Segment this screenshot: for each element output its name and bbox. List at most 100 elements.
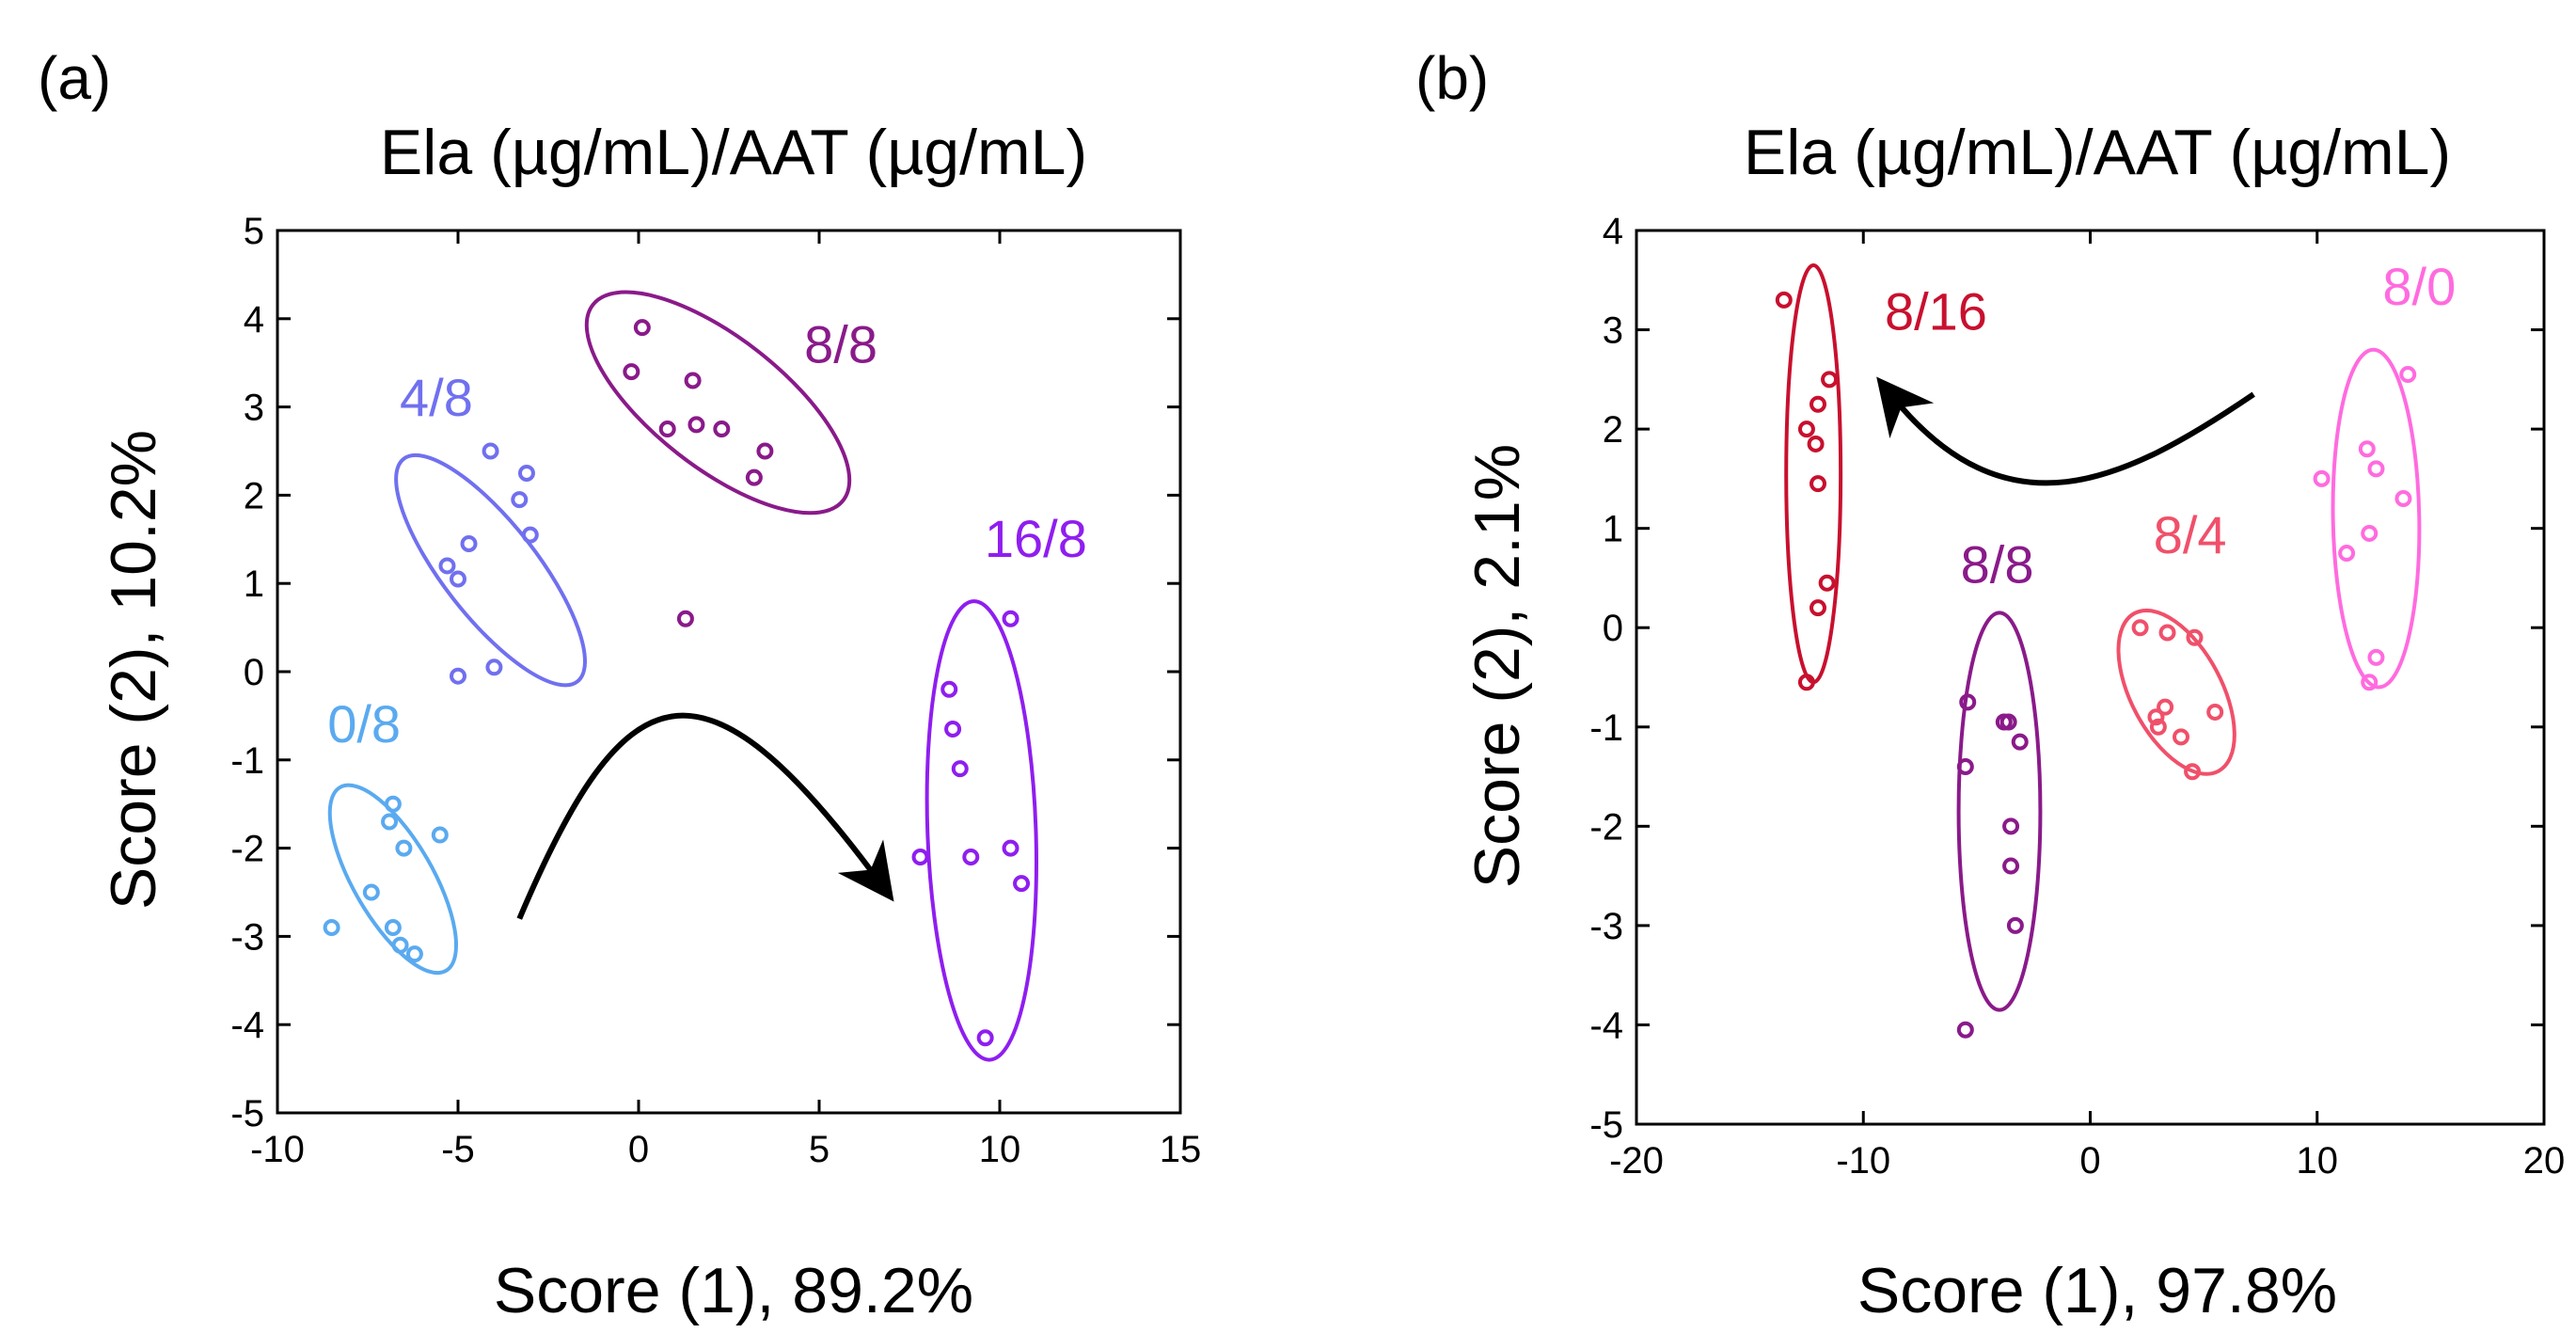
data-point-8-4 <box>2184 763 2202 781</box>
data-point-8-8 <box>713 421 731 438</box>
data-point-8-0 <box>2367 460 2385 478</box>
panel-b: (b) Ela (µg/mL)/AAT (µg/mL) Score (1), 9… <box>1415 44 2565 1326</box>
data-point-8-16 <box>1818 574 1836 592</box>
cluster-ellipse-8-8 <box>1956 611 2043 1012</box>
cluster-label-4-8: 4/8 <box>400 368 473 427</box>
data-point-0-8 <box>431 826 449 844</box>
x-tick-label: 0 <box>2079 1140 2100 1182</box>
data-point-8-8 <box>658 421 676 438</box>
data-point-4-8 <box>482 442 499 460</box>
chart-title-a: Ela (µg/mL)/AAT (µg/mL) <box>380 117 1087 188</box>
y-tick-label: 1 <box>1603 509 1623 550</box>
y-tick-label: 4 <box>244 299 264 341</box>
data-point-8-16 <box>1797 674 1815 691</box>
data-point-8-0 <box>2367 648 2385 666</box>
x-axis-label-b: Score (1), 97.8% <box>1857 1255 2337 1326</box>
data-point-0-8 <box>391 936 409 954</box>
y-tick-label: -5 <box>230 1093 264 1135</box>
y-tick-label: 5 <box>244 211 264 252</box>
data-point-8-8 <box>633 319 651 337</box>
data-point-16-8 <box>911 848 929 865</box>
data-point-8-8 <box>2011 733 2029 751</box>
data-point-0-8 <box>323 919 340 937</box>
data-point-16-8 <box>944 720 962 738</box>
data-point-16-8 <box>1002 839 1019 857</box>
y-tick-label: -2 <box>230 829 264 870</box>
data-point-8-0 <box>2399 366 2417 384</box>
data-point-8-4 <box>2131 619 2149 637</box>
cluster-label-8-16: 8/16 <box>1885 282 1987 341</box>
data-point-8-0 <box>2361 524 2378 542</box>
panel-label-b: (b) <box>1415 44 1489 112</box>
data-point-8-4 <box>2147 708 2165 726</box>
cluster-label-8-8: 8/8 <box>804 315 877 374</box>
x-tick-label: 15 <box>1160 1129 1202 1170</box>
data-point-8-16 <box>1810 395 1826 413</box>
y-tick-label: -3 <box>1589 906 1623 947</box>
x-tick-label: -10 <box>250 1129 305 1170</box>
data-point-16-8 <box>1002 610 1019 627</box>
cluster-ellipse-8-0 <box>2331 347 2422 690</box>
y-tick-label: -3 <box>230 916 264 958</box>
data-point-8-4 <box>2186 628 2204 646</box>
trend-arrow-b <box>1876 376 2255 486</box>
cluster-ellipse-8-8 <box>584 290 852 516</box>
y-tick-label: 0 <box>1603 608 1623 649</box>
cluster-ellipse-16-8 <box>925 599 1038 1062</box>
data-point-16-8 <box>1013 875 1031 893</box>
plot-frame-a <box>276 229 1182 1115</box>
data-point-8-4 <box>2157 698 2174 716</box>
data-point-8-8 <box>623 363 640 381</box>
data-point-8-16 <box>1810 599 1826 617</box>
y-tick-label: -1 <box>230 740 264 782</box>
x-tick-label: 5 <box>809 1129 830 1170</box>
data-point-0-8 <box>384 795 402 813</box>
cluster-ellipse-4-8 <box>394 452 587 688</box>
data-point-8-8 <box>1999 713 2017 731</box>
data-point-4-8 <box>460 534 478 552</box>
data-point-4-8 <box>517 464 535 482</box>
data-point-8-4 <box>2206 703 2224 721</box>
y-tick-label: 2 <box>1603 409 1623 451</box>
data-point-8-0 <box>2394 490 2412 507</box>
y-tick-label: 0 <box>244 652 264 693</box>
cluster-label-8-4: 8/4 <box>2154 505 2227 564</box>
chart-title-b: Ela (µg/mL)/AAT (µg/mL) <box>1744 117 2451 188</box>
data-point-0-8 <box>384 919 402 937</box>
x-axis-label-a: Score (1), 89.2% <box>494 1255 973 1326</box>
data-point-8-16 <box>1810 475 1826 493</box>
y-tick-label: 4 <box>1603 211 1623 252</box>
data-point-4-8 <box>485 659 503 676</box>
data-point-8-8 <box>1956 1021 1974 1039</box>
data-point-0-8 <box>405 945 423 963</box>
x-tick-label: 0 <box>628 1129 649 1170</box>
data-point-8-4 <box>2149 718 2167 736</box>
data-point-8-8 <box>676 610 694 627</box>
trend-arrow-a <box>516 712 894 920</box>
data-point-4-8 <box>450 667 466 685</box>
y-axis-label-a: Score (2), 10.2% <box>98 430 169 910</box>
y-tick-label: -1 <box>1589 707 1623 749</box>
y-tick-label: -4 <box>1589 1005 1623 1046</box>
cluster-ellipse-8-16 <box>1784 262 1843 685</box>
x-tick-label: -10 <box>1836 1140 1890 1182</box>
data-point-8-0 <box>2313 469 2331 487</box>
data-point-8-8 <box>756 442 774 460</box>
y-tick-label: 3 <box>1603 310 1623 352</box>
y-tick-label: 2 <box>244 475 264 516</box>
data-point-8-8 <box>745 468 763 486</box>
y-tick-label: -2 <box>1589 806 1623 848</box>
x-tick-label: 10 <box>979 1129 1021 1170</box>
cluster-ellipse-0-8 <box>327 783 459 976</box>
data-point-16-8 <box>962 848 980 865</box>
data-point-4-8 <box>521 526 539 544</box>
data-point-8-8 <box>1959 693 1977 711</box>
data-point-8-0 <box>2358 440 2376 458</box>
data-point-8-16 <box>1797 421 1815 438</box>
data-point-8-16 <box>1807 435 1825 452</box>
data-point-0-8 <box>362 883 380 901</box>
data-point-8-8 <box>2002 817 2020 835</box>
plot-frame-b <box>1635 229 2546 1126</box>
